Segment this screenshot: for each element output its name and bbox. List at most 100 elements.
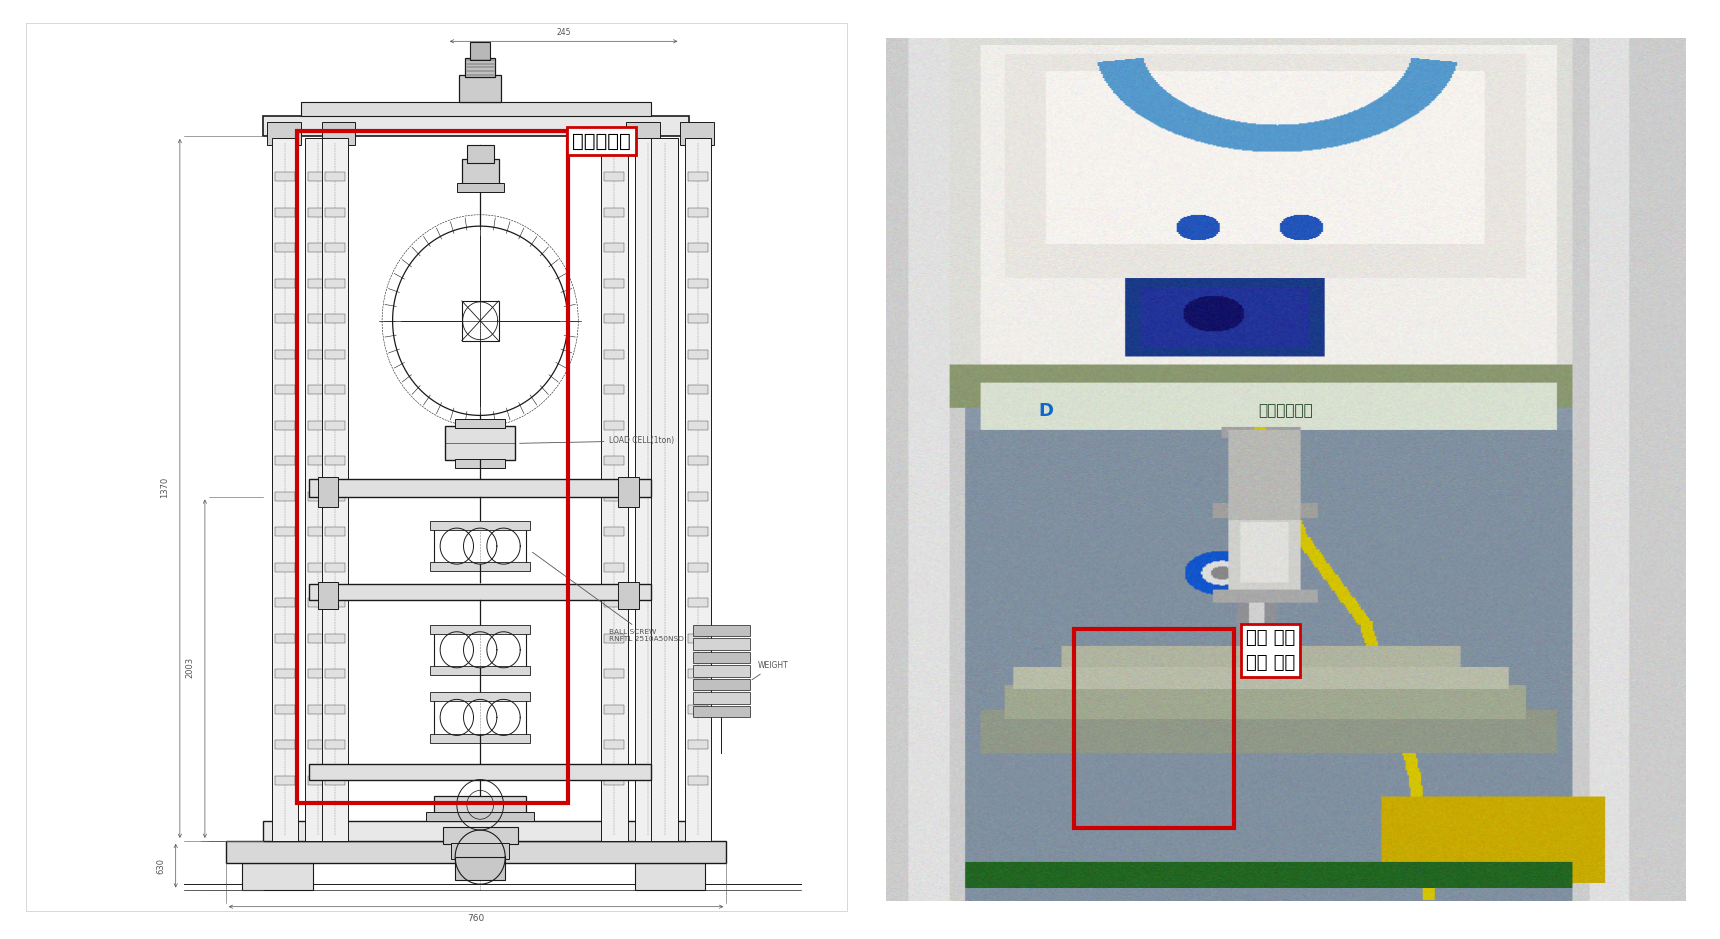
Bar [310, 479, 652, 497]
Bar [225, 841, 726, 864]
Bar [655, 208, 674, 217]
Bar [688, 208, 709, 217]
Bar [268, 122, 301, 145]
Bar [1073, 629, 1233, 828]
Bar [688, 421, 709, 430]
Bar [301, 101, 652, 116]
Bar [430, 733, 530, 743]
Bar [325, 670, 346, 678]
Text: 630: 630 [157, 858, 165, 874]
Bar [604, 243, 624, 252]
Bar [693, 665, 750, 677]
Bar [275, 528, 296, 536]
Bar [688, 385, 709, 394]
Bar [604, 705, 624, 714]
Bar [688, 705, 709, 714]
Text: WEIGHT: WEIGHT [752, 661, 789, 680]
Bar [626, 122, 659, 145]
Bar [451, 842, 509, 859]
Bar [604, 776, 624, 785]
Bar [308, 315, 329, 323]
Bar [308, 385, 329, 394]
Bar [308, 634, 329, 643]
Text: 2003: 2003 [186, 657, 194, 678]
Bar [604, 562, 624, 572]
Bar [470, 42, 490, 60]
Bar [688, 634, 709, 643]
Bar [325, 562, 346, 572]
Bar [445, 426, 516, 460]
Bar [463, 300, 499, 341]
Bar [604, 172, 624, 181]
Bar [604, 598, 624, 608]
Bar [430, 521, 530, 530]
Bar [693, 624, 750, 637]
Bar [318, 582, 339, 609]
Bar [688, 670, 709, 678]
Bar [325, 349, 346, 359]
Text: BALL SCREW
RNFTL 2510A50NSO: BALL SCREW RNFTL 2510A50NSO [533, 552, 685, 641]
Bar [652, 138, 678, 841]
Text: 245: 245 [556, 28, 571, 37]
Bar [688, 243, 709, 252]
Text: ㈜라이트테크: ㈜라이트테크 [1259, 403, 1312, 418]
Bar [308, 776, 329, 785]
Bar [275, 492, 296, 500]
Bar [430, 562, 530, 571]
Bar [263, 116, 688, 136]
Bar [655, 741, 674, 749]
Bar [655, 598, 674, 608]
Bar [688, 172, 709, 181]
Bar [318, 477, 339, 507]
Bar [433, 528, 526, 564]
Bar [310, 584, 652, 600]
Bar [635, 864, 705, 890]
Bar [433, 796, 526, 814]
Bar [308, 243, 329, 252]
Bar [456, 419, 506, 428]
Bar [275, 741, 296, 749]
Bar [308, 705, 329, 714]
Bar [688, 349, 709, 359]
Bar [655, 243, 674, 252]
Bar [655, 279, 674, 287]
Bar [685, 138, 712, 841]
Bar [308, 456, 329, 465]
Bar [459, 75, 501, 101]
Bar [655, 705, 674, 714]
Bar [275, 315, 296, 323]
Bar [275, 385, 296, 394]
Bar [604, 279, 624, 287]
Bar [688, 528, 709, 536]
Bar [458, 183, 504, 192]
Text: 인장시험부: 인장시험부 [573, 131, 631, 150]
Bar [275, 598, 296, 608]
Bar [325, 421, 346, 430]
Bar [325, 741, 346, 749]
Bar [617, 477, 638, 507]
Bar [263, 821, 688, 841]
Bar [652, 138, 678, 841]
Bar [325, 385, 346, 394]
Bar [655, 172, 674, 181]
Bar [308, 492, 329, 500]
Bar [655, 349, 674, 359]
Bar [296, 131, 568, 803]
Bar [655, 492, 674, 500]
Bar [604, 421, 624, 430]
Bar [655, 634, 674, 643]
Bar [430, 692, 530, 701]
Bar [308, 670, 329, 678]
Bar [604, 385, 624, 394]
Bar [275, 670, 296, 678]
Bar [688, 279, 709, 287]
Bar [275, 562, 296, 572]
Bar [275, 279, 296, 287]
Bar [433, 700, 526, 735]
Bar [308, 598, 329, 608]
Bar [308, 172, 329, 181]
Bar [325, 279, 346, 287]
Bar [275, 208, 296, 217]
Bar [308, 208, 329, 217]
Bar [604, 670, 624, 678]
